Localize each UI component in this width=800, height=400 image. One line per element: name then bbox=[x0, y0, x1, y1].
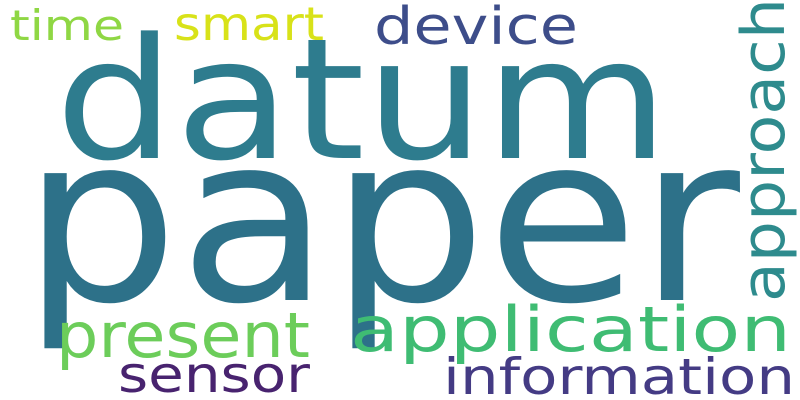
word-device: device bbox=[374, 0, 578, 57]
word-smart: smart bbox=[174, 0, 324, 51]
word-present: present bbox=[56, 299, 310, 372]
word-datum: datum bbox=[55, 2, 669, 198]
word-approach: approach bbox=[729, 0, 799, 302]
word-time: time bbox=[10, 1, 124, 50]
word-information: information bbox=[443, 348, 795, 400]
word-paper: paper bbox=[22, 85, 741, 355]
word-sensor: sensor bbox=[118, 346, 311, 400]
word-application: application bbox=[350, 293, 791, 366]
